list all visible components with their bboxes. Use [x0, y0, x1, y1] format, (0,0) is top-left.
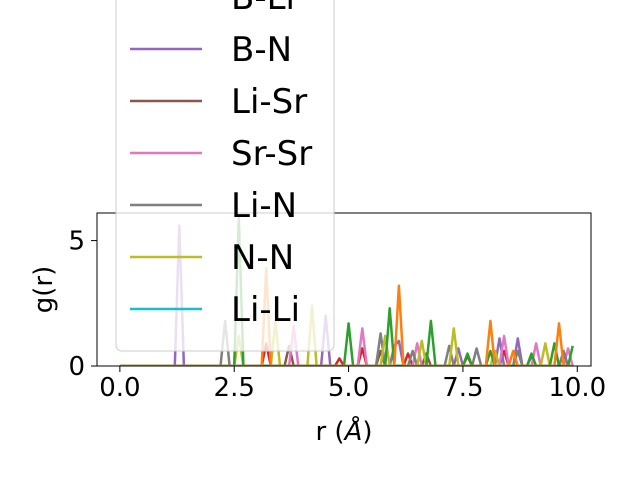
legend-label-n-n: N-N	[231, 238, 294, 278]
legend-label-b-n: B-N	[231, 30, 292, 70]
legend-box	[115, 0, 335, 352]
x-axis-ticks: 0.0 2.5 5.0 7.5 10.0	[99, 366, 606, 403]
series-line-b-li	[119, 342, 573, 366]
x-tick-label: 5.0	[328, 373, 369, 403]
x-tick-label: 0.0	[99, 373, 140, 403]
x-axis-label: r (Å)	[315, 415, 372, 447]
legend-label-b-li: B-Li	[231, 0, 295, 18]
y-axis-label: g(r)	[29, 266, 59, 313]
plot-frame	[96, 212, 592, 367]
legend-label-sr-sr: Sr-Sr	[231, 134, 312, 174]
y-tick-label: 5	[68, 227, 85, 257]
series-line-unlabeled-7	[119, 216, 574, 366]
x-tick-label: 10.0	[548, 373, 606, 403]
series-line-li-n	[119, 319, 573, 366]
x-tick-label: 2.5	[214, 373, 255, 403]
legend: B-Li B-N Li-Sr Sr-Sr Li-N N-N Li-Li	[115, 0, 335, 352]
legend-label-li-n: Li-N	[231, 186, 297, 226]
y-tick-label: 0	[68, 352, 85, 382]
x-tick-label: 7.5	[442, 373, 483, 403]
y-axis-ticks: 05	[68, 227, 97, 382]
legend-label-li-li: Li-Li	[231, 290, 300, 330]
legend-label-li-sr: Li-Sr	[231, 82, 307, 122]
